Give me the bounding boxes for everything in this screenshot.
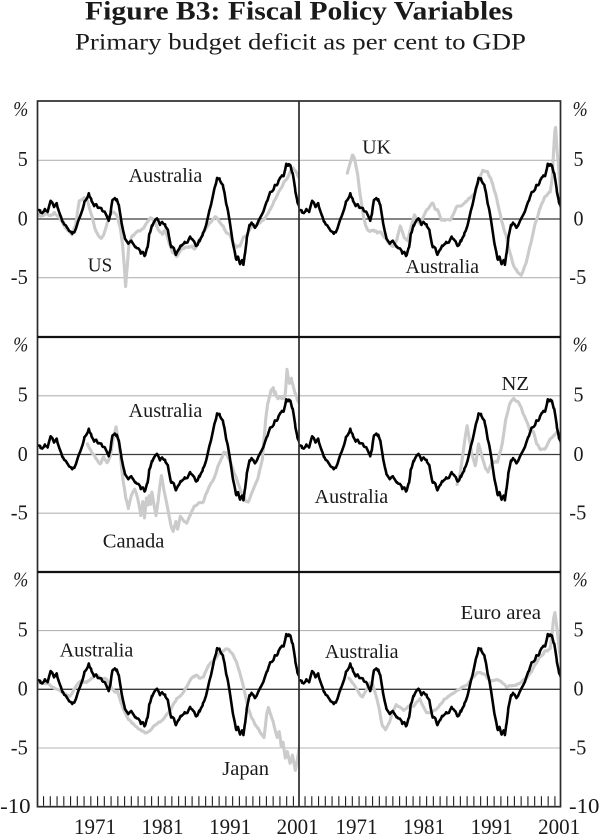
svg-text:-5: -5: [11, 501, 28, 525]
svg-text:1981: 1981: [142, 814, 184, 835]
svg-text:5: 5: [574, 147, 584, 171]
svg-text:5: 5: [18, 147, 28, 171]
svg-text:1981: 1981: [403, 814, 445, 835]
svg-text:Australia: Australia: [129, 400, 203, 422]
svg-text:-5: -5: [11, 735, 28, 759]
svg-text:%: %: [573, 568, 588, 592]
svg-text:US: US: [88, 255, 112, 277]
svg-text:0: 0: [18, 677, 28, 701]
svg-text:Figure B3: Fiscal Policy Varia: Figure B3: Fiscal Policy Variables: [85, 0, 513, 26]
svg-text:2001: 2001: [538, 814, 580, 835]
svg-text:NZ: NZ: [502, 373, 530, 395]
svg-text:5: 5: [574, 382, 584, 406]
svg-text:Euro area: Euro area: [461, 602, 542, 624]
svg-text:0: 0: [18, 206, 28, 230]
svg-text:0: 0: [18, 442, 28, 466]
svg-text:2001: 2001: [277, 814, 319, 835]
svg-text:%: %: [573, 333, 588, 357]
svg-text:-5: -5: [11, 265, 28, 289]
svg-text:Japan: Japan: [222, 758, 269, 780]
svg-text:5: 5: [18, 617, 28, 641]
svg-text:-5: -5: [569, 735, 586, 759]
svg-text:Australia: Australia: [325, 641, 399, 663]
svg-text:0: 0: [574, 442, 584, 466]
svg-text:%: %: [13, 568, 28, 592]
svg-text:0: 0: [574, 206, 584, 230]
svg-text:Australia: Australia: [60, 640, 134, 662]
svg-text:-10: -10: [0, 794, 31, 818]
svg-text:-5: -5: [569, 265, 586, 289]
svg-text:1991: 1991: [471, 814, 513, 835]
svg-text:1971: 1971: [74, 814, 116, 835]
svg-text:5: 5: [574, 617, 584, 641]
svg-text:1971: 1971: [336, 814, 378, 835]
svg-text:UK: UK: [362, 137, 391, 159]
svg-text:1991: 1991: [209, 814, 251, 835]
svg-text:Australia: Australia: [315, 486, 389, 508]
svg-text:%: %: [13, 333, 28, 357]
svg-text:Australia: Australia: [129, 165, 203, 187]
svg-text:%: %: [573, 97, 588, 121]
svg-text:5: 5: [18, 382, 28, 406]
svg-text:Canada: Canada: [103, 531, 165, 553]
svg-text:-10: -10: [569, 794, 600, 818]
svg-text:-5: -5: [569, 501, 586, 525]
svg-text:%: %: [13, 97, 28, 121]
svg-text:0: 0: [574, 677, 584, 701]
svg-text:Primary budget deficit as per: Primary budget deficit as per cent to GD…: [75, 30, 526, 55]
svg-text:Australia: Australia: [406, 256, 480, 278]
